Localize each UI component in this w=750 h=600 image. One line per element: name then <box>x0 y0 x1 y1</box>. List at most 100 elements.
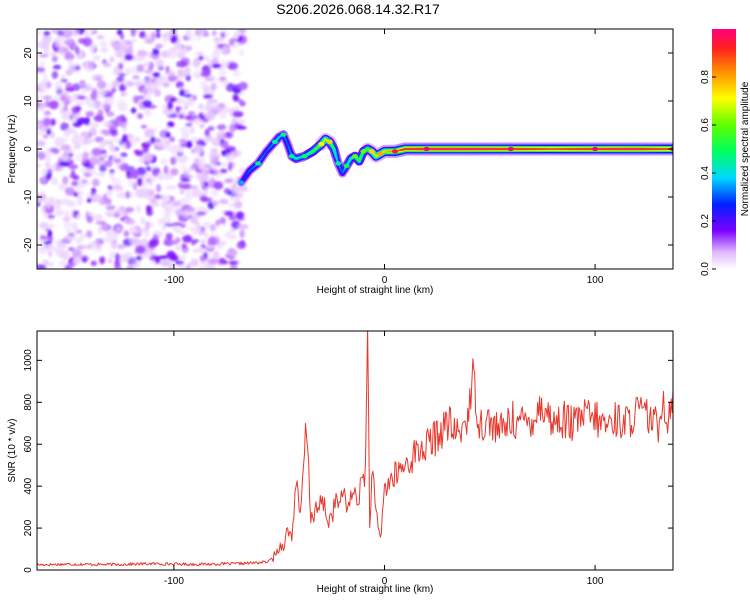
noise-speckle <box>82 37 93 47</box>
noise-speckle <box>219 217 226 224</box>
noise-speckle <box>125 218 136 225</box>
noise-speckle <box>149 164 158 169</box>
noise-speckle <box>40 42 50 50</box>
noise-speckle <box>99 256 106 265</box>
noise-speckle <box>182 234 193 243</box>
ridge-point <box>352 154 358 159</box>
noise-speckle <box>188 32 196 42</box>
noise-speckle <box>84 62 89 72</box>
noise-speckle <box>239 83 248 91</box>
noise-speckle <box>190 239 197 246</box>
noise-speckle <box>212 200 219 207</box>
noise-speckle <box>46 223 56 228</box>
noise-speckle <box>229 264 238 269</box>
noise-speckle <box>129 225 137 234</box>
noise-speckle <box>138 156 145 164</box>
noise-speckle <box>95 220 107 225</box>
noise-speckle <box>124 207 135 213</box>
noise-speckle <box>47 164 58 169</box>
noise-speckle <box>113 43 125 51</box>
noise-speckle <box>120 33 125 41</box>
noise-speckle <box>89 127 97 137</box>
noise-speckle <box>136 205 142 213</box>
noise-speckle <box>43 212 49 219</box>
noise-speckle <box>159 138 170 143</box>
noise-speckle <box>75 46 80 55</box>
noise-speckle <box>210 82 217 91</box>
noise-speckle <box>207 98 219 104</box>
noise-speckle <box>116 76 124 83</box>
noise-speckle <box>85 230 93 238</box>
noise-speckle <box>179 230 186 236</box>
noise-speckle <box>239 49 244 56</box>
colorbar-gradient <box>712 29 736 269</box>
ridge-point <box>238 180 245 185</box>
noise-speckle <box>118 62 124 70</box>
noise-speckle <box>195 206 207 210</box>
noise-speckle <box>189 258 199 267</box>
noise-speckle <box>142 88 148 95</box>
noise-speckle <box>88 157 99 165</box>
noise-speckle <box>96 172 107 177</box>
noise-speckle <box>215 237 220 245</box>
noise-speckle <box>137 95 145 100</box>
noise-speckle <box>156 183 162 193</box>
noise-speckle <box>221 78 229 87</box>
noise-speckle <box>165 232 173 240</box>
noise-speckle <box>111 80 120 88</box>
noise-speckle <box>200 80 207 90</box>
noise-speckle <box>148 239 160 247</box>
noise-speckle <box>37 94 44 101</box>
noise-speckle <box>179 51 185 57</box>
noise-speckle <box>178 255 187 261</box>
noise-speckle <box>41 125 51 130</box>
noise-speckle <box>208 152 216 161</box>
noise-speckle <box>156 172 164 178</box>
noise-speckle <box>211 63 222 69</box>
noise-speckle <box>237 118 246 125</box>
noise-speckle <box>63 220 73 229</box>
noise-speckle <box>124 54 133 61</box>
noise-speckle <box>188 207 196 213</box>
noise-speckle <box>59 182 64 191</box>
noise-speckle <box>136 177 143 187</box>
noise-speckle <box>177 145 184 154</box>
spectrogram-x-ticks: -100 0 100 <box>164 29 604 286</box>
noise-speckle <box>231 118 238 125</box>
noise-speckle <box>47 229 53 238</box>
noise-speckle <box>50 132 55 139</box>
noise-speckle <box>59 210 67 216</box>
noise-speckle <box>68 64 77 70</box>
noise-speckle <box>211 30 217 36</box>
noise-speckle <box>127 256 137 266</box>
noise-speckle <box>167 261 174 269</box>
noise-speckle <box>136 64 145 73</box>
ridge-point <box>272 139 278 144</box>
noise-speckle <box>199 124 205 129</box>
noise-speckle <box>229 227 237 234</box>
noise-speckle <box>182 169 191 175</box>
noise-speckle <box>76 95 87 100</box>
noise-speckle <box>152 72 161 78</box>
noise-speckle <box>117 253 129 263</box>
noise-speckle <box>170 168 179 176</box>
ridge-point <box>360 149 367 154</box>
noise-speckle <box>103 140 113 146</box>
noise-speckle <box>130 170 139 179</box>
noise-speckle <box>181 243 187 249</box>
noise-speckle <box>177 154 189 164</box>
noise-speckle <box>64 127 76 134</box>
noise-speckle <box>147 90 154 96</box>
noise-speckle <box>64 187 76 196</box>
noise-speckle <box>62 176 69 185</box>
noise-speckle <box>37 29 43 35</box>
noise-speckle <box>103 160 113 168</box>
noise-speckle <box>103 62 112 68</box>
y-tick-label: 20 <box>23 47 34 59</box>
noise-speckle <box>235 211 245 219</box>
noise-speckle <box>191 226 202 235</box>
noise-speckle <box>137 78 145 84</box>
noise-speckle <box>99 141 105 150</box>
noise-speckle <box>51 29 59 35</box>
noise-speckle <box>195 169 203 174</box>
